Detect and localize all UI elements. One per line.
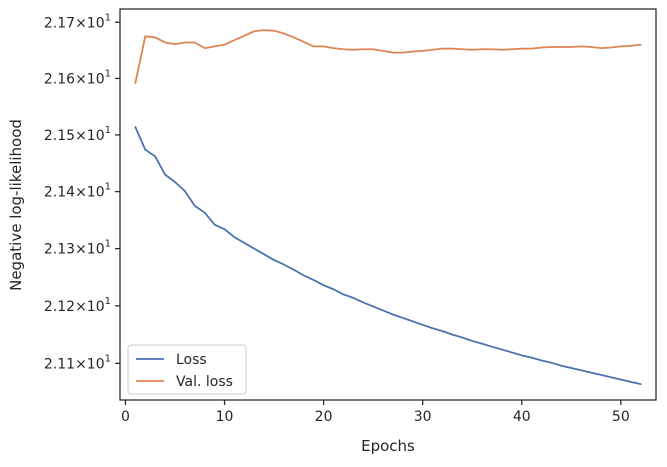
y-tick-times: × <box>75 356 87 372</box>
y-tick-exponent: 1 <box>105 125 111 136</box>
y-tick-base: 10 <box>87 242 105 258</box>
y-tick-times: × <box>75 242 87 258</box>
y-tick-mantissa: 2.12 <box>44 299 75 315</box>
y-tick-label: 2.11×101 <box>44 353 111 372</box>
y-tick-label: 2.16×101 <box>44 68 111 87</box>
y-tick-base: 10 <box>87 299 105 315</box>
x-axis-label: Epochs <box>361 437 415 455</box>
legend: Loss Val. loss <box>127 344 247 395</box>
x-tick-label: 20 <box>315 409 333 425</box>
x-tick-label: 50 <box>612 409 630 425</box>
y-tick-exponent: 1 <box>105 296 111 307</box>
y-tick-base: 10 <box>87 128 105 144</box>
y-tick-base: 10 <box>87 185 105 201</box>
y-tick-mantissa: 2.11 <box>44 356 75 372</box>
y-tick-mantissa: 2.16 <box>44 71 75 87</box>
plot-frame <box>119 8 657 401</box>
legend-label: Val. loss <box>176 374 233 390</box>
y-tick-mantissa: 2.14 <box>44 185 75 201</box>
x-tick-label: 30 <box>414 409 432 425</box>
y-axis-label: Negative log-likelihood <box>7 119 25 291</box>
y-tick-exponent: 1 <box>105 182 111 193</box>
y-tick-times: × <box>75 185 87 201</box>
y-tick-mantissa: 2.17 <box>44 15 75 31</box>
y-tick-times: × <box>75 299 87 315</box>
y-tick-label: 2.14×101 <box>44 182 111 201</box>
x-tick-label: 40 <box>513 409 531 425</box>
y-tick-base: 10 <box>87 356 105 372</box>
y-tick-label: 2.15×101 <box>44 125 111 144</box>
y-tick-base: 10 <box>87 71 105 87</box>
y-tick-exponent: 1 <box>105 68 111 79</box>
series-line-0 <box>134 126 642 386</box>
y-tick-exponent: 1 <box>105 239 111 250</box>
y-tick-mantissa: 2.13 <box>44 242 75 258</box>
y-tick-times: × <box>75 15 87 31</box>
y-tick-label: 2.13×101 <box>44 239 111 258</box>
y-tick-exponent: 1 <box>105 12 111 23</box>
y-tick-label: 2.17×101 <box>44 12 111 31</box>
x-tick-label: 10 <box>216 409 234 425</box>
y-tick-label: 2.12×101 <box>44 296 111 315</box>
x-tick-label: 0 <box>121 409 130 425</box>
y-tick-times: × <box>75 71 87 87</box>
y-tick-base: 10 <box>87 15 105 31</box>
legend-label: Loss <box>176 352 207 368</box>
y-tick-mantissa: 2.15 <box>44 128 75 144</box>
y-tick-times: × <box>75 128 87 144</box>
y-tick-exponent: 1 <box>105 353 111 364</box>
series-line-1 <box>134 29 642 84</box>
